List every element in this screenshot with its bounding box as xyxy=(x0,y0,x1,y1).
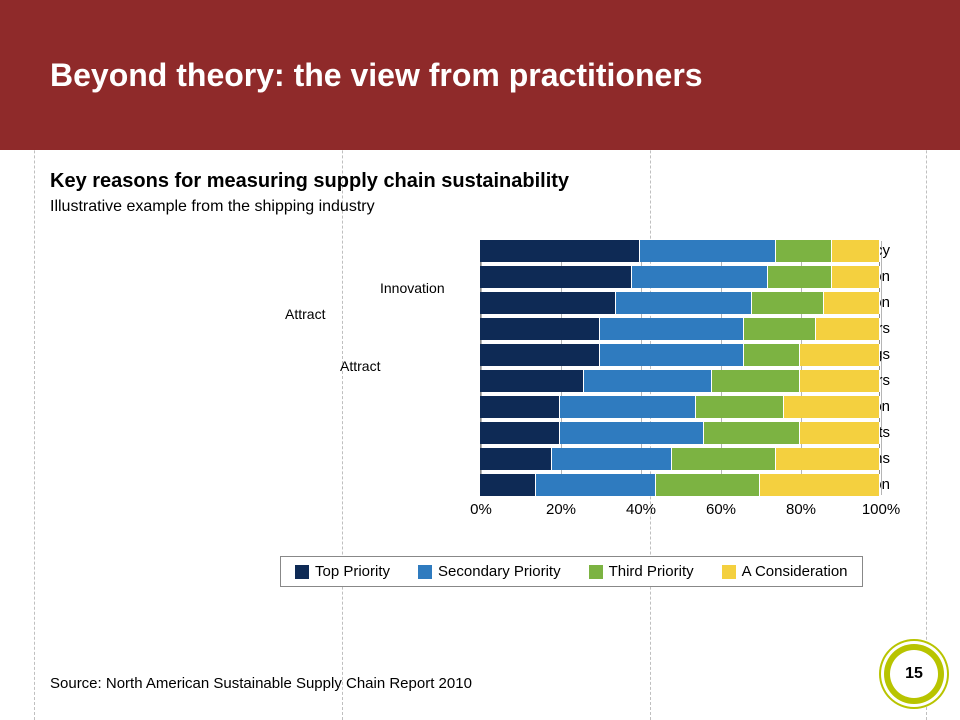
bar-segment xyxy=(832,266,880,288)
bar-row xyxy=(480,396,880,418)
bar-segment xyxy=(584,370,712,392)
legend-item: Top Priority xyxy=(295,563,390,580)
bar-segment xyxy=(776,448,880,470)
bar-segment xyxy=(616,292,752,314)
title-band: Beyond theory: the view from practitione… xyxy=(0,0,960,150)
legend-swatch xyxy=(589,565,603,579)
legend: Top Priority Secondary Priority Third Prio… xyxy=(280,556,863,587)
legend-item: Third Priority xyxy=(589,563,694,580)
bar-row xyxy=(480,422,880,444)
bar-segment xyxy=(672,448,776,470)
bar-row xyxy=(480,318,880,340)
legend-label: Top Priority xyxy=(315,563,390,580)
bar-segment xyxy=(776,240,832,262)
bar-segment xyxy=(480,266,632,288)
bar-row xyxy=(480,240,880,262)
bar-segment xyxy=(480,318,600,340)
page-number: 15 xyxy=(905,665,923,683)
legend-label: Secondary Priority xyxy=(438,563,561,580)
legend-swatch xyxy=(722,565,736,579)
bar-segment xyxy=(480,344,600,366)
bar-segment xyxy=(600,318,744,340)
bar-segment xyxy=(480,240,640,262)
chart-title: Key reasons for measuring supply chain s… xyxy=(50,170,569,193)
stray-label: Innovation xyxy=(380,280,445,296)
legend-swatch xyxy=(295,565,309,579)
bar-segment xyxy=(480,448,552,470)
bar-segment xyxy=(784,396,880,418)
bar-segment xyxy=(824,292,880,314)
bar-segment xyxy=(752,292,824,314)
legend-label: A Consideration xyxy=(742,563,848,580)
bar-segment xyxy=(656,474,760,496)
bar-segment xyxy=(712,370,800,392)
x-tick-label: 80% xyxy=(786,495,816,518)
bar-segment xyxy=(480,474,536,496)
bar-segment xyxy=(696,396,784,418)
bar-segment xyxy=(480,396,560,418)
bar-segment xyxy=(704,422,800,444)
source-text: Source: North American Sustainable Suppl… xyxy=(50,675,472,692)
bar-row xyxy=(480,292,880,314)
x-tick-label: 20% xyxy=(546,495,576,518)
bar-row xyxy=(480,266,880,288)
bar-segment xyxy=(480,292,616,314)
bar-segment xyxy=(760,474,880,496)
stray-label: Attract xyxy=(285,306,325,322)
bar-segment xyxy=(744,344,800,366)
legend-item: Secondary Priority xyxy=(418,563,561,580)
page-number-badge: 15 xyxy=(890,650,938,698)
x-tick-label: 40% xyxy=(626,495,656,518)
bar-segment xyxy=(640,240,776,262)
bar-segment xyxy=(800,422,880,444)
x-tick-label: 0% xyxy=(470,495,492,518)
bar-segment xyxy=(744,318,816,340)
x-tick-label: 60% xyxy=(706,495,736,518)
bar-segment xyxy=(536,474,656,496)
bar-segment xyxy=(800,344,880,366)
slide-title: Beyond theory: the view from practitione… xyxy=(50,57,703,94)
bar-row xyxy=(480,448,880,470)
bar-row xyxy=(480,370,880,392)
chart-subtitle: Illustrative example from the shipping i… xyxy=(50,198,375,216)
bar-segment xyxy=(600,344,744,366)
bar-row xyxy=(480,344,880,366)
bar-segment xyxy=(800,370,880,392)
legend-item: A Consideration xyxy=(722,563,848,580)
bar-segment xyxy=(480,370,584,392)
x-tick-label: 100% xyxy=(862,495,900,518)
bar-segment xyxy=(632,266,768,288)
bar-segment xyxy=(552,448,672,470)
bar-segment xyxy=(768,266,832,288)
legend-label: Third Priority xyxy=(609,563,694,580)
bar-segment xyxy=(560,396,696,418)
bar-row xyxy=(480,474,880,496)
stray-label: Attract xyxy=(340,358,380,374)
bar-segment xyxy=(816,318,880,340)
bar-segment xyxy=(832,240,880,262)
bar-segment xyxy=(560,422,704,444)
bar-segment xyxy=(480,422,560,444)
legend-swatch xyxy=(418,565,432,579)
